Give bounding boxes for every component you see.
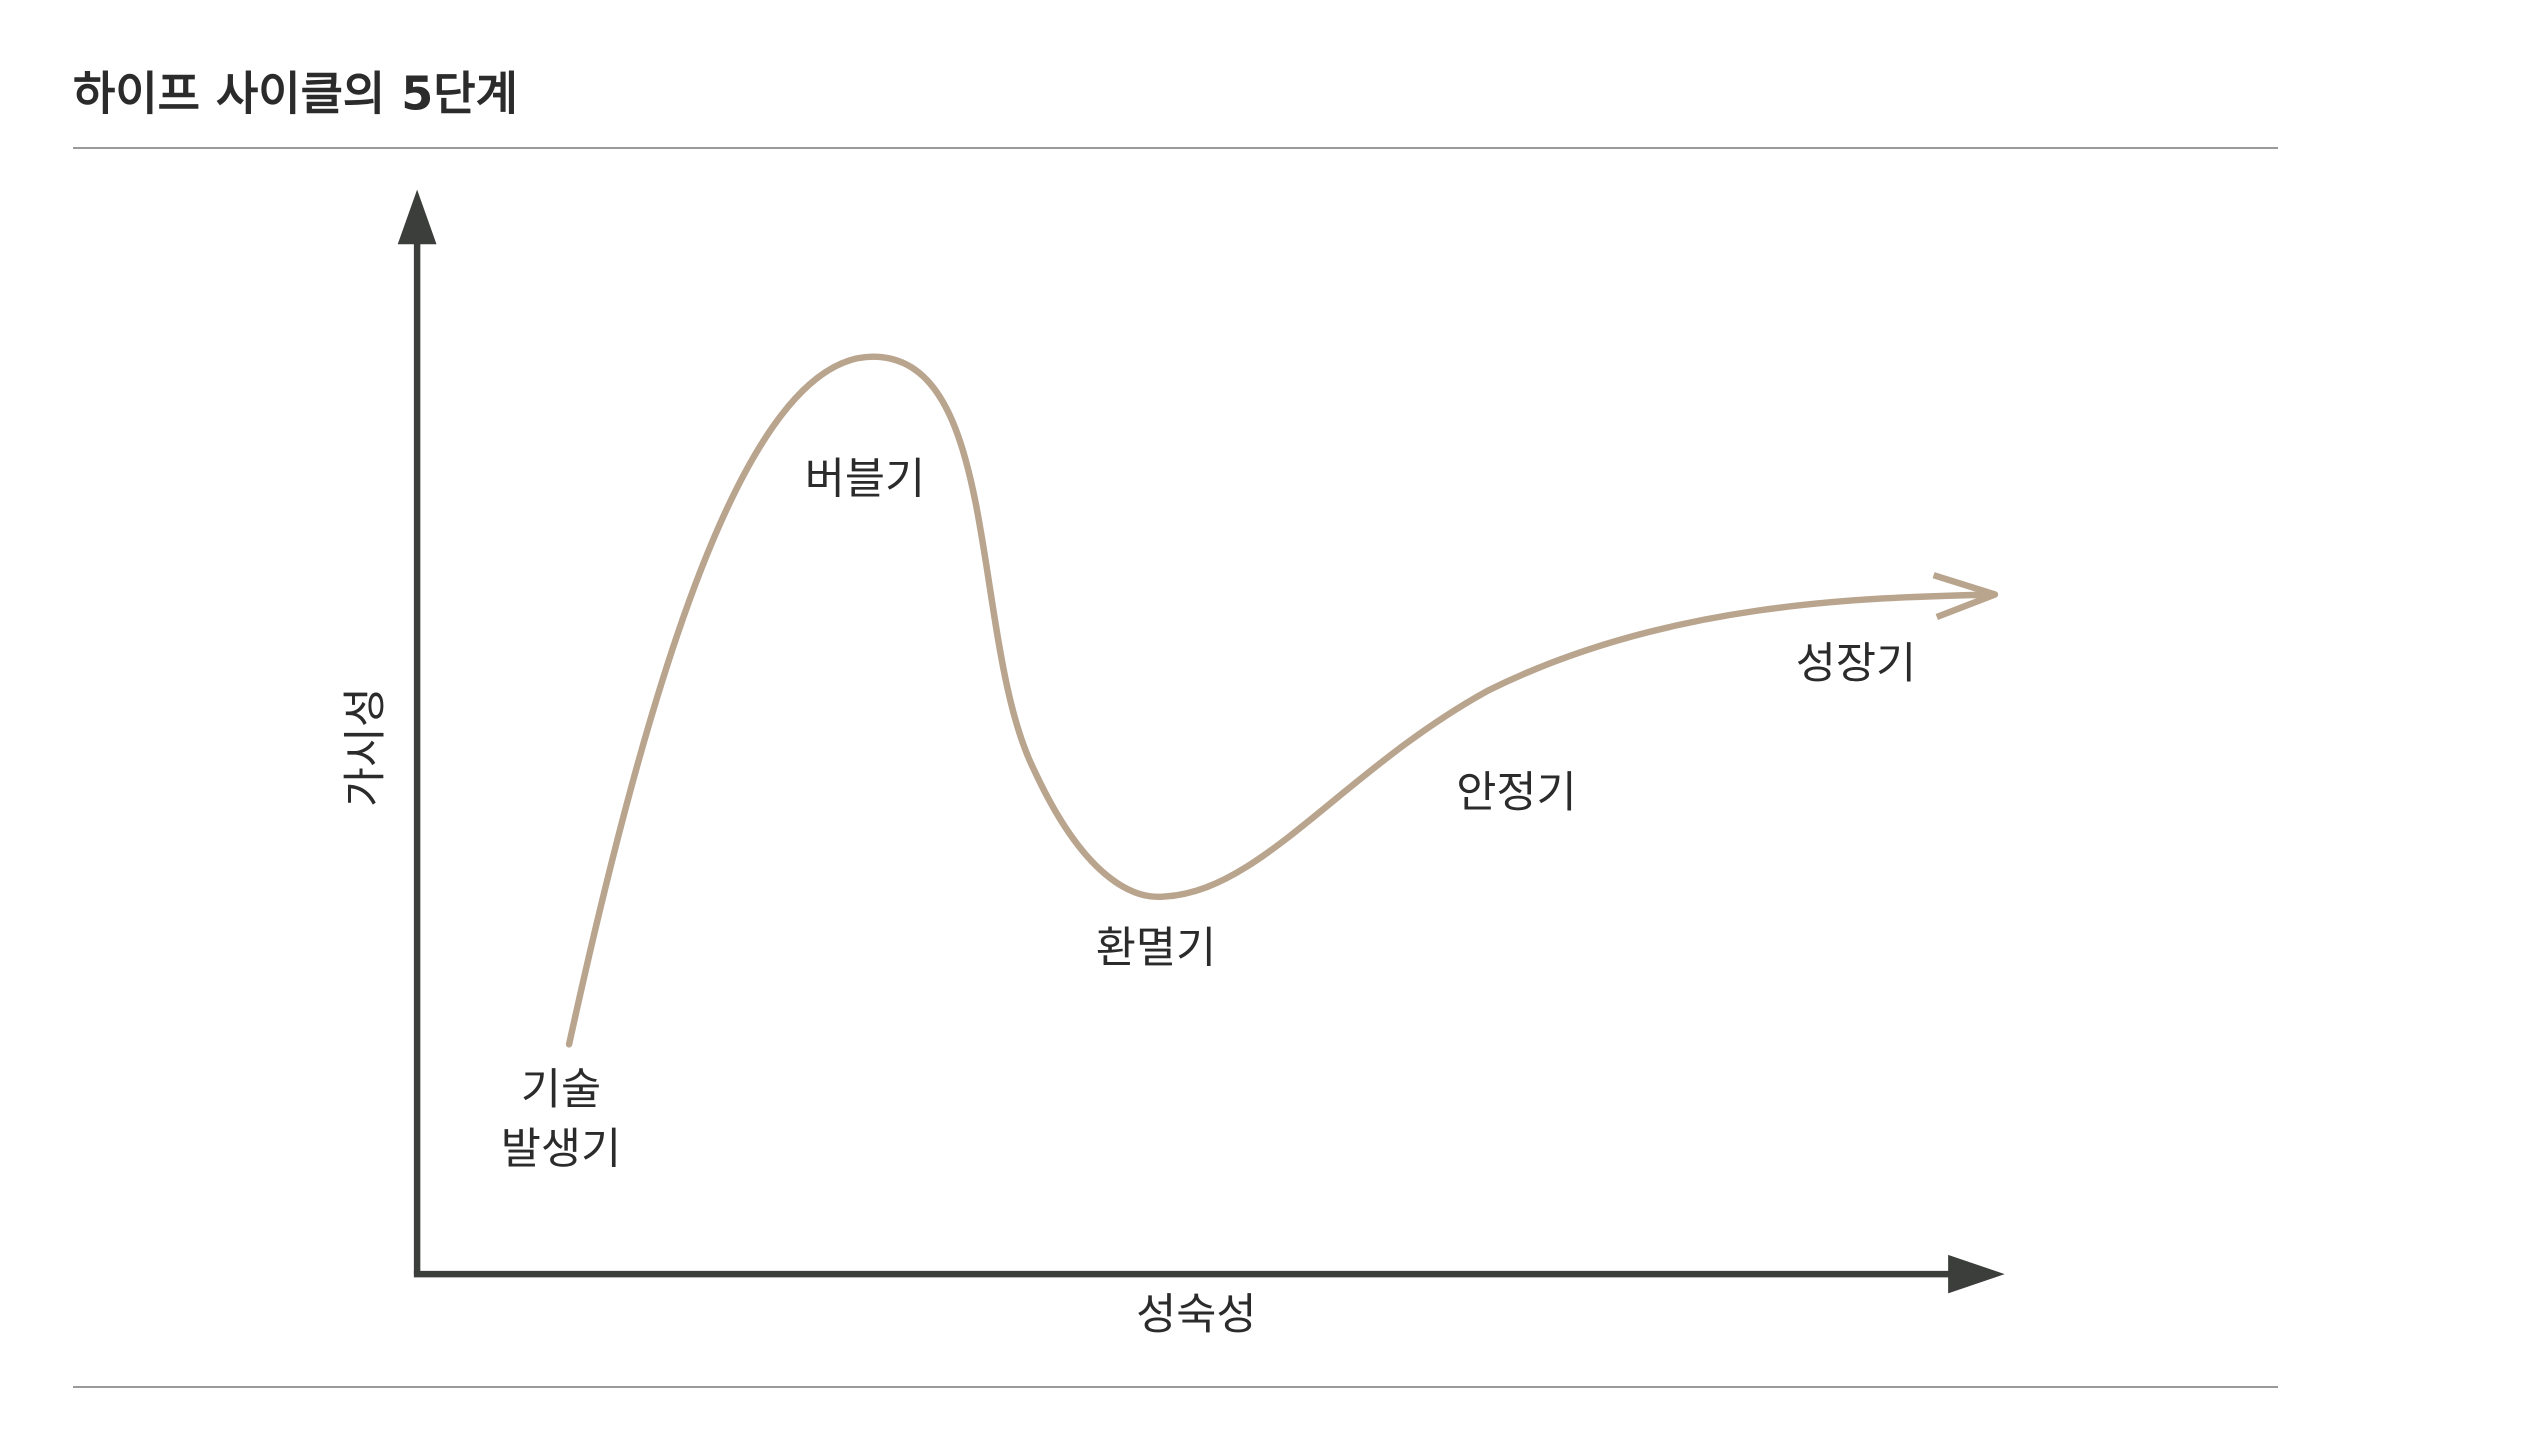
y-axis-label: 가시성 (341, 687, 391, 807)
y-axis-arrow (397, 189, 437, 245)
x-axis-label: 성숙성 (1136, 1290, 1256, 1340)
phase-label: 기술 (521, 1065, 601, 1115)
title: 하이프 사이클의 5단계 (73, 67, 518, 121)
phase-label: 안정기 (1456, 768, 1576, 818)
phase-label: 버블기 (805, 455, 925, 505)
phase-label: 발생기 (501, 1125, 621, 1175)
hype-curve (565, 353, 1997, 1048)
phase-label: 성장기 (1796, 639, 1916, 689)
curve-arrow (1932, 572, 1999, 620)
phase-label: 환멸기 (1096, 924, 1216, 974)
x-axis-arrow (1948, 1254, 2005, 1294)
